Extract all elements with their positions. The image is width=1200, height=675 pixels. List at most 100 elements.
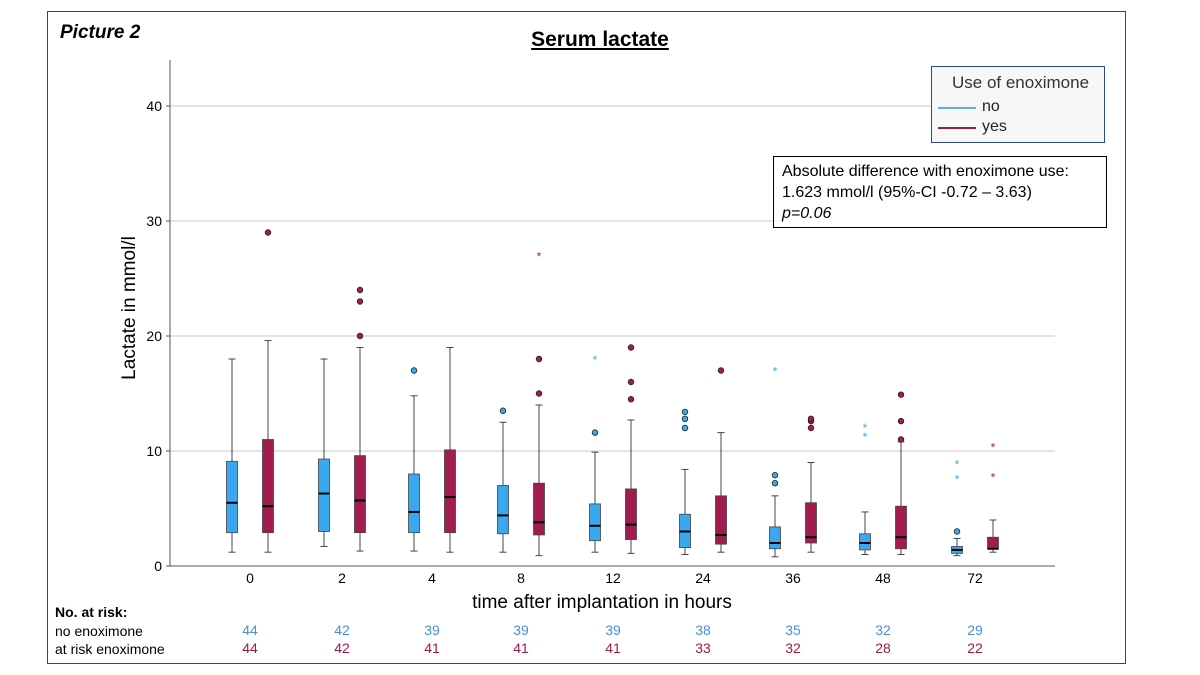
iqr-box (895, 505, 907, 550)
annotation-line-2: 1.623 mmol/l (95%-CI -0.72 – 3.63) (782, 184, 1032, 201)
box-yes-0 (262, 229, 274, 553)
outlier-point (897, 417, 905, 425)
x-tick-label: 8 (517, 570, 525, 586)
risk-value: 35 (785, 622, 801, 638)
iqr-box (408, 473, 420, 534)
risk-row-label-no: no enoximone (55, 623, 143, 639)
extreme-point: * (991, 470, 996, 484)
y-tick-label: 30 (146, 213, 162, 229)
gridlines (170, 105, 1055, 452)
x-tick-label: 2 (338, 570, 346, 586)
risk-value: 22 (967, 640, 983, 656)
outlier-point (717, 367, 725, 374)
box-no-4 (408, 367, 420, 552)
iqr-box (625, 488, 637, 540)
y-tick-label: 40 (146, 98, 162, 114)
outlier-point (953, 528, 961, 535)
x-tick-label: 4 (428, 570, 436, 586)
extreme-point: * (991, 440, 996, 454)
legend-label-yes: yes (982, 118, 1007, 135)
box-yes-36 (805, 415, 817, 553)
legend-swatch-no (938, 107, 976, 109)
iqr-box (533, 482, 545, 536)
risk-value: 32 (875, 622, 891, 638)
outlier-point (681, 424, 689, 432)
extreme-point: * (955, 473, 960, 487)
x-tick-label: 12 (605, 570, 621, 586)
risk-value: 41 (424, 640, 440, 656)
iqr-box (987, 536, 999, 550)
iqr-box (262, 439, 274, 534)
outlier-point (356, 332, 364, 340)
outlier-point (410, 367, 418, 374)
box-no-12: * (589, 353, 601, 553)
risk-value: 29 (967, 622, 983, 638)
box-no-72: ** (951, 458, 963, 557)
outlier-point (627, 344, 635, 351)
risk-value: 39 (513, 622, 529, 638)
legend-title: Use of enoximone (952, 73, 1090, 92)
outlier-point (681, 415, 689, 422)
extreme-point: * (863, 430, 868, 444)
legend-label-no: no (982, 98, 1000, 115)
risk-row-label-yes: at risk enoximone (55, 641, 165, 657)
risk-value: 32 (785, 640, 801, 656)
box-series: ********* (226, 229, 999, 558)
outlier-point (681, 408, 689, 416)
iqr-box (589, 503, 601, 542)
y-tick-label: 20 (146, 328, 162, 344)
box-no-36: * (769, 365, 781, 558)
outlier-point (591, 429, 599, 436)
risk-value: 41 (513, 640, 529, 656)
risk-value: 28 (875, 640, 891, 656)
y-tick-label: 10 (146, 443, 162, 459)
box-no-24 (679, 408, 691, 555)
outlier-point (807, 415, 815, 422)
risk-value: 44 (242, 622, 258, 638)
outlier-point (771, 480, 779, 487)
outlier-point (897, 436, 905, 443)
iqr-box (444, 449, 456, 534)
extreme-point: * (863, 421, 868, 435)
box-no-48: ** (859, 421, 871, 555)
outlier-point (356, 286, 364, 294)
iqr-box (715, 495, 727, 545)
outlier-point (264, 229, 272, 236)
y-tick-label: 0 (154, 558, 162, 574)
outlier-point (535, 355, 543, 363)
y-axis-label: Lactate in mmol/l (119, 236, 140, 380)
legend-swatch-yes (938, 127, 976, 129)
extreme-point: * (773, 365, 778, 379)
box-yes-24 (715, 367, 727, 553)
outlier-point (535, 390, 543, 397)
outlier-point (356, 298, 364, 305)
box-yes-2 (354, 286, 366, 552)
iqr-box (497, 485, 509, 535)
outlier-point (499, 407, 507, 414)
chart-title: Serum lactate (531, 28, 669, 51)
outlier-point (627, 396, 635, 403)
statistics-annotation: Absolute difference with enoximone use: … (773, 156, 1107, 228)
risk-value: 44 (242, 640, 258, 656)
iqr-box (226, 460, 238, 534)
box-yes-72: ** (987, 440, 999, 553)
box-yes-12 (625, 344, 637, 554)
picture-label: Picture 2 (60, 22, 141, 43)
outlier-point (627, 378, 635, 386)
risk-value: 39 (424, 622, 440, 638)
iqr-box (805, 502, 817, 544)
x-tick-label: 72 (967, 570, 983, 586)
box-no-2 (318, 358, 330, 547)
iqr-box (769, 526, 781, 550)
x-tick-label: 0 (246, 570, 254, 586)
box-no-0 (226, 358, 238, 553)
x-tick-label: 36 (785, 570, 801, 586)
risk-value: 42 (334, 622, 350, 638)
legend: Use of enoximone no yes (931, 66, 1105, 143)
risk-value: 42 (334, 640, 350, 656)
extreme-point: * (955, 458, 960, 472)
box-yes-4 (444, 347, 456, 553)
extreme-point: * (593, 353, 598, 367)
